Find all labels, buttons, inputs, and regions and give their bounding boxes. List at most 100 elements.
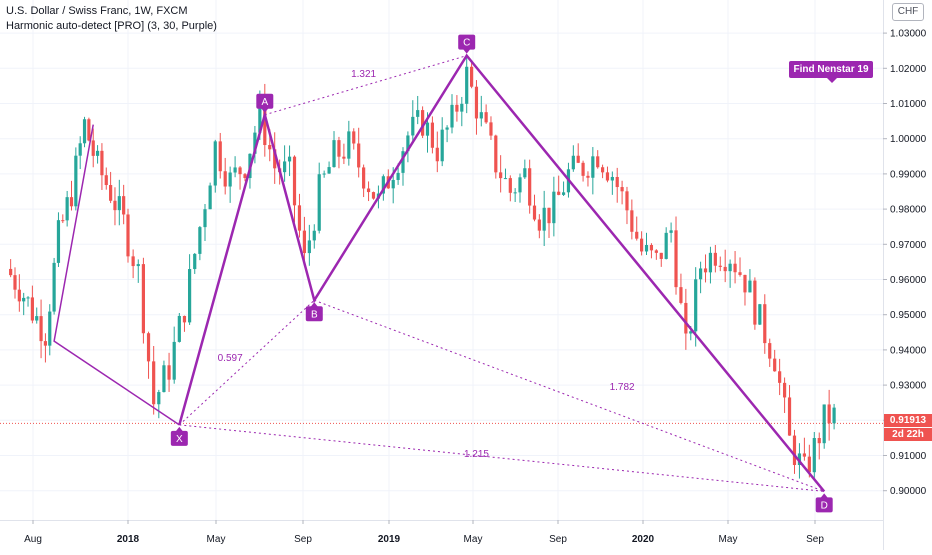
y-tick-label: 0.95000	[890, 310, 927, 321]
candle-body	[792, 435, 797, 466]
candle	[455, 95, 459, 122]
candle	[460, 96, 464, 127]
candle-body	[787, 397, 792, 436]
ratio-line-xb	[178, 299, 315, 426]
candle-body	[182, 315, 187, 323]
candle-body	[773, 358, 777, 372]
pattern-point-d: D	[815, 493, 833, 513]
candle-body	[649, 245, 654, 251]
indicator-title: Harmonic auto-detect [PRO] (3, 30, Purpl…	[6, 20, 217, 32]
candle	[610, 171, 614, 195]
candle	[484, 104, 488, 124]
find-pattern-button[interactable]: Find Nenstar 19	[789, 61, 873, 83]
candle-body	[827, 404, 831, 424]
candle-body	[126, 214, 130, 257]
harmonic-pattern: 1.321 0.597 1.782 1.215 X A B C D	[53, 34, 833, 513]
candle-body	[61, 220, 65, 222]
y-tick-label: 0.98000	[890, 205, 927, 216]
pattern-point-b: B	[305, 302, 323, 322]
candle-body	[406, 135, 410, 152]
candle	[228, 166, 232, 203]
candle-body	[494, 135, 498, 173]
candle	[787, 385, 792, 436]
candle-body	[283, 161, 287, 173]
candle-body	[733, 263, 737, 273]
candle-body	[620, 187, 624, 192]
candle-body	[26, 297, 30, 299]
candle-body	[95, 150, 100, 156]
candle-body	[223, 171, 227, 187]
candle-body	[396, 172, 400, 180]
candle	[198, 225, 202, 261]
candle	[9, 259, 13, 278]
candle	[322, 170, 326, 178]
candle	[644, 232, 649, 256]
candle	[208, 182, 212, 210]
candle-body	[489, 122, 493, 136]
candle	[342, 143, 346, 165]
candle-body	[586, 175, 590, 178]
candle-body	[218, 141, 222, 172]
ratio-line-bd	[314, 299, 825, 492]
candle-body	[302, 230, 307, 254]
candle-body	[455, 104, 459, 112]
candle	[659, 252, 663, 267]
candle	[728, 259, 732, 288]
candle	[557, 175, 561, 196]
candle-body	[484, 112, 488, 123]
candle-body	[689, 331, 693, 334]
candle	[213, 139, 217, 193]
candle	[131, 249, 135, 279]
candle-body	[542, 207, 546, 231]
candle	[56, 212, 61, 267]
candle-body	[9, 268, 13, 276]
candle-body	[411, 116, 415, 136]
candle-body	[479, 112, 483, 119]
candle-body	[425, 122, 430, 136]
candle-body	[322, 173, 326, 175]
candle-body	[547, 207, 551, 224]
candle-body	[371, 192, 376, 199]
currency-button[interactable]: CHF	[892, 3, 924, 21]
candle-body	[22, 297, 26, 302]
candle	[48, 304, 52, 356]
candle	[109, 171, 113, 204]
candle	[792, 429, 797, 474]
candle	[292, 155, 297, 223]
candle	[778, 358, 782, 396]
candle	[474, 80, 479, 135]
candle-body	[596, 156, 600, 168]
candle	[743, 274, 747, 306]
candle	[625, 186, 629, 225]
candle	[782, 377, 787, 413]
candle-body	[233, 167, 237, 173]
pattern-point-marker	[256, 93, 274, 109]
candle	[620, 180, 624, 205]
candle-body	[571, 155, 575, 170]
pattern-point-marker	[815, 497, 833, 513]
candle-body	[43, 341, 48, 346]
candle	[664, 227, 668, 260]
candle-body	[561, 192, 566, 195]
candle-body	[832, 407, 836, 424]
candle-body	[177, 315, 181, 342]
candle	[758, 303, 762, 326]
candle	[157, 389, 161, 419]
candle	[352, 128, 356, 150]
candle	[532, 194, 537, 222]
candle-body	[518, 177, 522, 193]
candle	[371, 191, 376, 200]
x-tick-label: May	[464, 534, 483, 545]
pattern-point-label: A	[261, 97, 268, 108]
candle-body	[312, 230, 316, 241]
candle	[152, 346, 156, 415]
candle-body	[228, 172, 232, 187]
candle-body	[35, 316, 39, 321]
candle-body	[528, 168, 532, 206]
candle	[146, 331, 151, 379]
candle	[223, 157, 227, 195]
candle	[307, 224, 311, 266]
candle	[586, 171, 590, 187]
